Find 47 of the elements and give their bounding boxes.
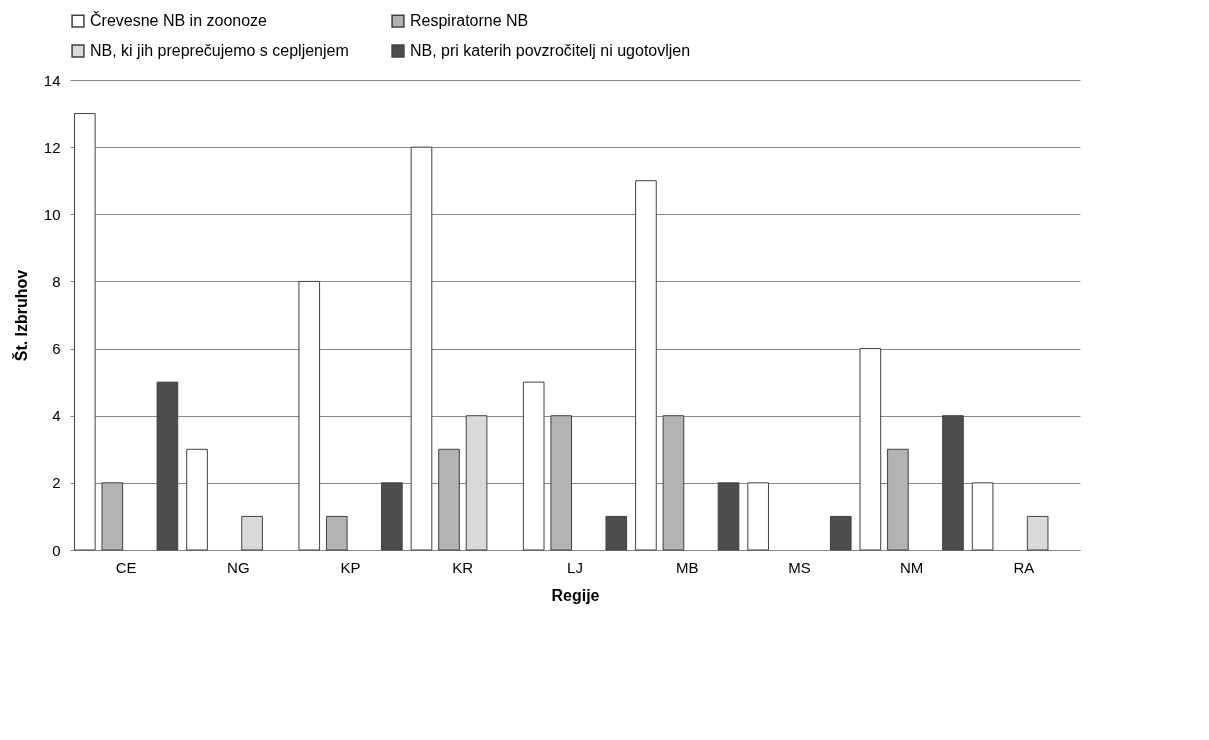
y-tick-label: 12 <box>43 138 61 156</box>
x-tick-label: NM <box>900 558 924 576</box>
x-tick-label: KP <box>340 558 361 576</box>
bar <box>662 415 685 551</box>
x-tick-label: LJ <box>567 558 583 576</box>
bar <box>635 180 657 551</box>
x-tick-label: NG <box>227 558 250 576</box>
bar <box>887 448 909 551</box>
x-tick-label: KR <box>452 558 474 576</box>
bar <box>829 515 852 551</box>
bar <box>73 113 96 551</box>
bar <box>465 415 488 551</box>
legend-label: Črevesne NB in zoonoze <box>90 11 268 30</box>
bar <box>101 482 124 551</box>
legend-label: Respiratorne NB <box>410 12 529 30</box>
bar <box>1026 515 1049 551</box>
bar <box>522 381 545 551</box>
bar <box>438 448 460 551</box>
bar <box>747 482 769 551</box>
y-tick-label: 4 <box>52 407 61 425</box>
x-tick-label: MS <box>788 558 811 576</box>
bar <box>156 381 179 551</box>
bar <box>381 482 403 551</box>
bar <box>859 348 882 551</box>
bar <box>325 515 348 551</box>
bar <box>410 146 433 551</box>
x-tick-label: MB <box>675 558 699 576</box>
y-tick-label: 10 <box>43 205 61 223</box>
x-axis-title: Regije <box>551 586 600 604</box>
y-tick-label: 8 <box>52 272 61 290</box>
y-tick-label: 6 <box>52 340 61 358</box>
bar <box>605 515 628 551</box>
bar <box>241 515 263 551</box>
bar <box>942 415 964 551</box>
bar <box>971 482 994 551</box>
bar <box>550 415 573 551</box>
bar <box>186 448 208 551</box>
y-axis-title: Št. Izbruhov <box>11 269 30 362</box>
bar <box>298 280 321 551</box>
x-tick-label: CE <box>115 558 137 576</box>
y-tick-label: 2 <box>52 474 61 492</box>
legend-label: NB, pri katerih povzročitelj ni ugotovljen <box>410 42 691 59</box>
y-tick-label: 14 <box>43 71 61 89</box>
x-tick-label: RA <box>1013 558 1035 576</box>
legend-label: NB, ki jih preprečujemo s cepljenjem <box>90 42 349 59</box>
bar <box>717 482 740 551</box>
y-tick-label: 0 <box>52 541 61 559</box>
